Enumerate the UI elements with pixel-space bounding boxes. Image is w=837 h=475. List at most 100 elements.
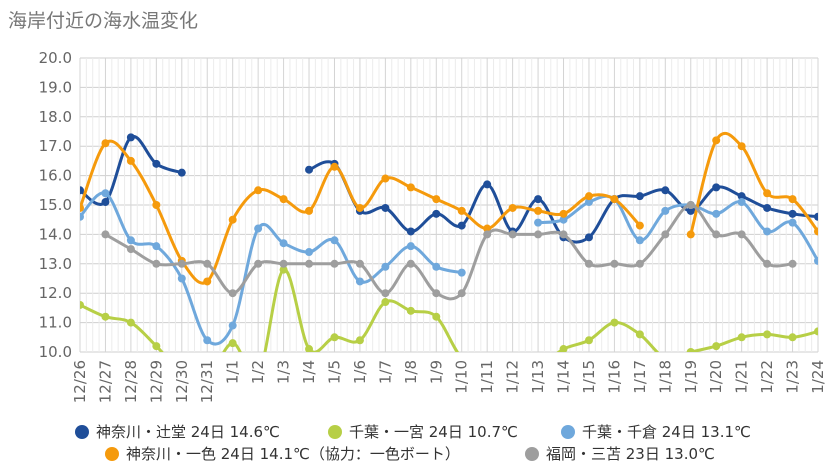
data-point	[355, 203, 364, 212]
data-point	[483, 180, 492, 189]
data-point	[686, 348, 695, 352]
series-line	[103, 203, 795, 301]
legend-item-2: 千葉・一宮 24日 10.7℃	[328, 423, 518, 441]
data-point	[80, 300, 84, 309]
data-point	[534, 230, 543, 239]
data-point	[763, 259, 772, 268]
x-tick-label: 1/12	[504, 360, 522, 394]
data-point	[126, 245, 135, 254]
x-tick-label: 1/18	[656, 360, 674, 394]
data-point	[584, 198, 593, 207]
data-point	[152, 159, 161, 168]
legend: 神奈川・辻堂 24日 14.6℃ 千葉・一宮 24日 10.7℃ 千葉・千倉 24日…	[75, 423, 751, 463]
data-point	[228, 215, 237, 224]
series-2	[80, 265, 818, 352]
x-tick-label: 1/1	[224, 360, 242, 384]
data-point	[610, 259, 619, 268]
data-point	[381, 262, 390, 271]
data-point	[101, 189, 110, 198]
data-point	[177, 274, 186, 283]
x-tick-label: 1/21	[733, 360, 751, 394]
legend-marker	[561, 425, 575, 439]
y-tick-label: 16.0	[39, 167, 72, 185]
x-tick-label: 1/7	[376, 360, 394, 384]
data-point	[584, 259, 593, 268]
y-tick-label: 19.0	[39, 78, 72, 96]
data-point	[610, 318, 619, 327]
legend-label: 福岡・三苫 23日 13.0℃	[546, 445, 715, 463]
x-tick-label: 1/10	[453, 360, 471, 394]
data-point	[763, 330, 772, 339]
data-point	[559, 345, 568, 352]
legend-label: 千葉・一宮 24日 10.7℃	[349, 423, 518, 441]
x-tick-label: 12/26	[71, 360, 89, 403]
data-point	[203, 259, 212, 268]
x-tick-label: 1/16	[605, 360, 623, 394]
x-tick-label: 12/28	[122, 360, 140, 403]
data-point	[737, 192, 746, 201]
x-tick-label: 12/27	[96, 360, 114, 403]
data-point	[355, 277, 364, 286]
data-point	[737, 333, 746, 342]
data-point	[737, 142, 746, 151]
data-point	[101, 230, 110, 239]
data-point	[330, 162, 339, 171]
data-point	[152, 259, 161, 268]
y-tick-label: 10.0	[39, 343, 72, 361]
legend-marker	[525, 447, 539, 461]
x-tick-label: 1/5	[325, 360, 343, 384]
data-point	[584, 233, 593, 242]
x-tick-label: 1/20	[707, 360, 725, 394]
data-point	[432, 312, 441, 321]
legend-item-4: 神奈川・一色 24日 14.1℃（協力：一色ボート）	[105, 445, 460, 463]
data-point	[788, 259, 797, 268]
data-point	[203, 277, 212, 286]
data-point	[305, 206, 314, 215]
data-point	[457, 206, 466, 215]
data-point	[559, 209, 568, 218]
data-point	[228, 289, 237, 298]
data-point	[80, 203, 84, 212]
data-point	[814, 256, 818, 265]
x-tick-label: 1/3	[275, 360, 293, 384]
data-point	[814, 327, 818, 336]
legend-label: 千葉・千倉 24日 13.1℃	[582, 423, 751, 441]
data-point	[101, 139, 110, 148]
data-point	[254, 186, 263, 195]
data-point	[305, 165, 314, 174]
legend-item-1: 神奈川・辻堂 24日 14.6℃	[75, 423, 280, 441]
data-point	[559, 230, 568, 239]
data-point	[330, 259, 339, 268]
series-5	[101, 201, 797, 301]
legend-marker	[75, 425, 89, 439]
data-point	[254, 224, 263, 233]
x-tick-label: 1/14	[555, 360, 573, 394]
data-point	[406, 306, 415, 315]
data-point	[559, 215, 568, 224]
data-point	[610, 195, 619, 204]
y-tick-label: 11.0	[39, 314, 72, 332]
data-point	[305, 345, 314, 352]
data-point	[330, 333, 339, 342]
data-point	[508, 230, 517, 239]
data-point	[635, 221, 644, 230]
data-point	[381, 174, 390, 183]
data-point	[686, 201, 695, 209]
data-point	[763, 189, 772, 198]
data-point	[254, 259, 263, 268]
data-point	[101, 312, 110, 321]
x-tick-label: 1/19	[682, 360, 700, 394]
data-point	[126, 156, 135, 165]
data-point	[305, 259, 314, 268]
data-point	[508, 203, 517, 212]
data-point	[686, 230, 695, 239]
data-point	[661, 206, 670, 215]
data-point	[406, 259, 415, 268]
data-point	[126, 133, 135, 142]
data-point	[381, 203, 390, 212]
data-point	[534, 218, 543, 227]
legend-marker	[328, 425, 342, 439]
data-point	[788, 218, 797, 227]
x-tick-label: 1/4	[300, 360, 318, 384]
